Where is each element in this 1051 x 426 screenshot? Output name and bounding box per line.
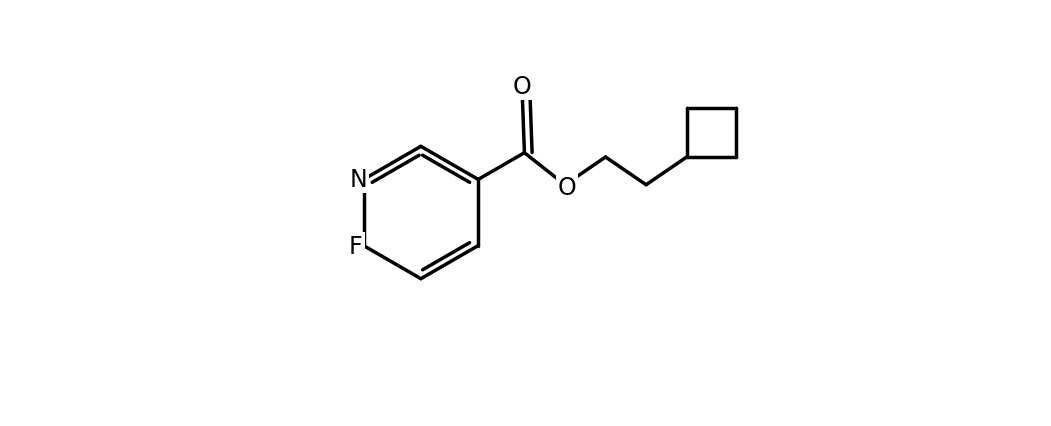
Text: F: F (349, 234, 363, 258)
Text: N: N (350, 168, 367, 192)
Text: O: O (558, 176, 577, 199)
Text: O: O (513, 75, 532, 98)
